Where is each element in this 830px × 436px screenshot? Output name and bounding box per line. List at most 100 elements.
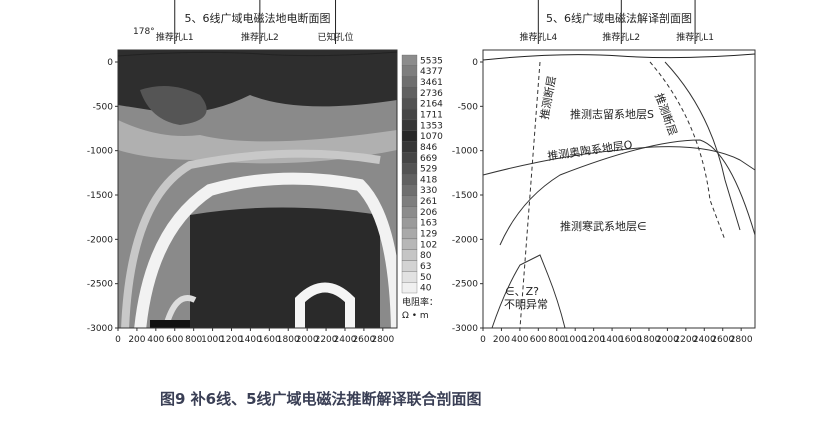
legend-swatch bbox=[401, 141, 418, 153]
legend-label: 1711 bbox=[420, 111, 443, 121]
resistivity-section bbox=[118, 50, 397, 328]
x-tick-label: 2800 bbox=[371, 335, 394, 345]
x-tick-label: 1200 bbox=[220, 335, 243, 345]
y-tick-label: -3000 bbox=[87, 324, 113, 334]
topography bbox=[117, 51, 398, 57]
annotation: 推测断层 bbox=[537, 75, 558, 121]
x-tick-label: 200 bbox=[493, 335, 510, 345]
well-label: 推荐孔L1 bbox=[676, 31, 714, 43]
legend-label: 261 bbox=[420, 197, 437, 207]
x-tick-label: 1200 bbox=[582, 335, 605, 345]
legend-swatch bbox=[401, 260, 418, 272]
y-tick-label: -2000 bbox=[87, 235, 113, 245]
y-tick-label: -2000 bbox=[452, 235, 478, 245]
x-tick-label: 2400 bbox=[334, 335, 357, 345]
x-tick-label: 1800 bbox=[638, 335, 661, 345]
legend-label: 5535 bbox=[420, 56, 443, 66]
legend-swatch bbox=[401, 163, 418, 175]
legend-swatch bbox=[401, 130, 418, 142]
x-tick-label: 0 bbox=[480, 335, 486, 345]
y-tick-label: -500 bbox=[93, 102, 114, 112]
x-tick-label: 2200 bbox=[315, 335, 338, 345]
legend-swatch bbox=[401, 98, 418, 110]
x-tick-label: 400 bbox=[511, 335, 528, 345]
legend-swatch bbox=[401, 54, 418, 66]
annotation: 不明异常 bbox=[504, 298, 548, 311]
x-tick-label: 1000 bbox=[201, 335, 224, 345]
y-tick-label: -1500 bbox=[452, 191, 478, 201]
annotation: 推测奥陶系地层O bbox=[546, 137, 633, 163]
legend-swatch bbox=[401, 87, 418, 99]
legend-swatch bbox=[401, 173, 418, 185]
legend-swatch bbox=[401, 76, 418, 88]
well-label: 推荐孔L2 bbox=[241, 31, 279, 43]
well-label: 已知孔位 bbox=[318, 31, 354, 43]
x-tick-label: 200 bbox=[128, 335, 145, 345]
legend-label: 163 bbox=[420, 219, 437, 229]
legend-swatch bbox=[401, 217, 418, 229]
x-tick-label: 800 bbox=[185, 335, 202, 345]
legend-label: 3461 bbox=[420, 78, 443, 88]
legend-swatch bbox=[401, 271, 418, 283]
y-tick-label: 0 bbox=[472, 58, 478, 68]
legend-label: 40 bbox=[420, 284, 432, 294]
x-tick-label: 2000 bbox=[656, 335, 679, 345]
legend-label: 330 bbox=[420, 186, 437, 196]
x-tick-label: 1400 bbox=[601, 335, 624, 345]
y-tick-label: -500 bbox=[458, 102, 479, 112]
y-tick-label: -1000 bbox=[452, 147, 478, 157]
legend-label: 102 bbox=[420, 240, 437, 250]
x-tick-label: 2800 bbox=[730, 335, 753, 345]
x-tick-label: 1600 bbox=[619, 335, 642, 345]
legend-unit: Ω • m bbox=[402, 311, 429, 321]
legend-label: 129 bbox=[420, 230, 437, 240]
plot-frame bbox=[117, 49, 398, 329]
x-tick-label: 600 bbox=[530, 335, 547, 345]
legend-swatch bbox=[401, 238, 418, 250]
x-tick-label: 1400 bbox=[239, 335, 262, 345]
legend-swatch bbox=[401, 184, 418, 196]
legend-swatch bbox=[401, 227, 418, 240]
legend-swatch bbox=[401, 282, 418, 294]
annotation: ∈、Z? bbox=[505, 285, 539, 298]
x-tick-label: 0 bbox=[115, 335, 121, 345]
legend-label: 63 bbox=[420, 262, 431, 272]
y-tick-label: 0 bbox=[107, 58, 113, 68]
x-tick-label: 1000 bbox=[564, 335, 587, 345]
panel-title: 5、6线广域电磁法地电断面图 bbox=[185, 11, 331, 25]
plot-frame bbox=[482, 49, 756, 329]
legend-label: 2736 bbox=[420, 89, 443, 99]
y-tick-label: -1500 bbox=[87, 191, 113, 201]
legend-swatch bbox=[401, 119, 418, 131]
well-label: 推荐孔L2 bbox=[602, 31, 640, 43]
legend-label: 846 bbox=[420, 143, 437, 153]
legend-swatch bbox=[401, 152, 418, 164]
caption: 图9 补6线、5线广域电磁法推断解译联合剖面图 bbox=[160, 390, 482, 408]
y-tick-label: -2500 bbox=[452, 280, 478, 290]
x-tick-label: 1600 bbox=[258, 335, 281, 345]
legend-swatch bbox=[401, 108, 418, 121]
x-tick-label: 800 bbox=[548, 335, 565, 345]
panel-title: 5、6线广域电磁法解译剖面图 bbox=[546, 11, 692, 25]
legend-label: 1353 bbox=[420, 121, 443, 131]
x-tick-label: 2000 bbox=[296, 335, 319, 345]
legend-label: 50 bbox=[420, 273, 432, 283]
legend-label: 1070 bbox=[420, 132, 443, 142]
x-tick-label: 1800 bbox=[277, 335, 300, 345]
y-tick-label: -1000 bbox=[87, 147, 113, 157]
legend-label: 206 bbox=[420, 208, 437, 218]
legend-label: 669 bbox=[420, 154, 437, 164]
legend-label: 418 bbox=[420, 175, 437, 185]
annotation: 推测寒武系地层∈ bbox=[560, 219, 647, 233]
topography bbox=[482, 53, 756, 61]
x-tick-label: 2400 bbox=[693, 335, 716, 345]
well-label: 推荐孔L1 bbox=[156, 31, 194, 43]
interpretation-lines bbox=[482, 61, 756, 329]
annotation: 推测志留系地层S bbox=[570, 107, 654, 121]
x-tick-label: 2200 bbox=[674, 335, 697, 345]
x-tick-label: 2600 bbox=[352, 335, 375, 345]
y-tick-label: -2500 bbox=[87, 280, 113, 290]
legend-label: 80 bbox=[420, 251, 432, 261]
legend-label: 529 bbox=[420, 165, 437, 175]
